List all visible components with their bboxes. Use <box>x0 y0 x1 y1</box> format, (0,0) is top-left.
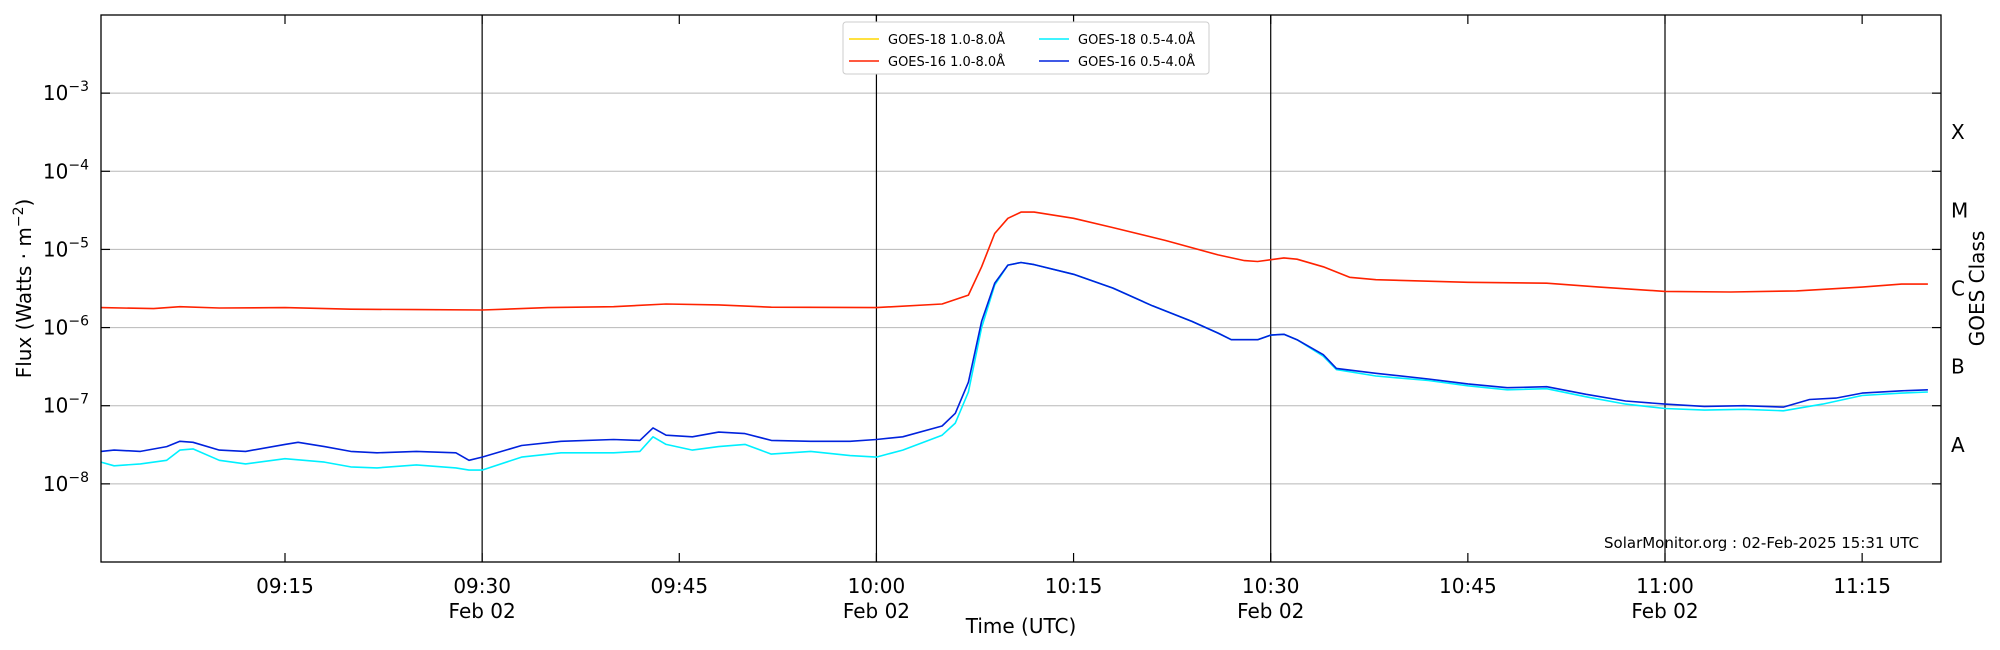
y-tick-label: 10−8 <box>43 470 89 496</box>
y-tick-base: 10 <box>43 472 68 496</box>
y-axis-title: Flux (Watts · m−2) <box>11 199 36 379</box>
series-line <box>100 261 1928 462</box>
legend-entry-label: GOES-18 0.5-4.0Å <box>1078 32 1195 48</box>
y-tick-exponent: −6 <box>68 314 89 330</box>
goes-class-label: A <box>1951 433 1965 457</box>
y-tick-base: 10 <box>43 159 68 183</box>
x-tick-date-label: Feb 02 <box>1237 599 1304 623</box>
x-tick-label: 11:00 <box>1636 574 1694 598</box>
x-axis-title: Time (UTC) <box>965 614 1077 638</box>
x-tick-label: 11:15 <box>1833 574 1891 598</box>
x-tick-label: 10:45 <box>1439 574 1497 598</box>
legend-box <box>842 21 1210 75</box>
goes-class-label: C <box>1951 277 1965 301</box>
x-tick-date-label: Feb 02 <box>843 599 910 623</box>
goes-class-label: M <box>1951 198 1968 222</box>
goes-class-axis-title: GOES Class <box>1965 231 1989 347</box>
y-tick-exponent: −7 <box>68 392 89 408</box>
legend: GOES-18 1.0-8.0Å GOES-16 1.0-8.0Å GOES-18 … <box>842 21 1210 75</box>
y-tick-label: 10−5 <box>43 235 89 261</box>
legend-entry-label: GOES-16 0.5-4.0Å <box>1078 54 1195 70</box>
credit-text: SolarMonitor.org : 02-Feb-2025 15:31 UTC <box>1604 534 1919 552</box>
x-tick-label: 09:45 <box>650 574 708 598</box>
y-tick-exponent: −5 <box>68 235 89 251</box>
x-tick-label: 10:00 <box>848 574 906 598</box>
x-tick-label: 09:30 <box>453 574 511 598</box>
y-tick-base: 10 <box>43 81 68 105</box>
y-tick-label: 10−6 <box>43 314 89 340</box>
legend-entry-label: GOES-18 1.0-8.0Å <box>888 32 1005 48</box>
plot-frame <box>100 14 1942 563</box>
y-tick-base: 10 <box>43 394 68 418</box>
y-tick-exponent: −3 <box>68 79 89 95</box>
horizontal-gridlines <box>101 92 1941 485</box>
y-tick-base: 10 <box>43 237 68 261</box>
series-line <box>100 261 1928 471</box>
y-tick-label: 10−3 <box>43 79 89 105</box>
series-lines <box>100 211 1928 471</box>
y-tick-label: 10−4 <box>43 157 89 183</box>
y-axis-title-close: ) <box>12 199 36 207</box>
y-axis-title-exponent: −2 <box>11 207 27 228</box>
goes-class-label: X <box>1951 120 1965 144</box>
goes-class-labels: A B C M X <box>1951 120 1968 457</box>
y-axis-ticks: 10−810−710−610−510−410−3 <box>43 79 1941 496</box>
y-tick-exponent: −4 <box>68 157 89 173</box>
y-tick-label: 10−7 <box>43 392 89 418</box>
y-tick-base: 10 <box>43 316 68 340</box>
x-tick-date-label: Feb 02 <box>449 599 516 623</box>
x-tick-label: 10:30 <box>1242 574 1300 598</box>
x-tick-label: 09:15 <box>256 574 314 598</box>
goes-class-label: B <box>1951 355 1965 379</box>
legend-entry-label: GOES-16 1.0-8.0Å <box>888 54 1005 70</box>
vertical-day-markers <box>481 15 1666 562</box>
x-tick-date-label: Feb 02 <box>1631 599 1698 623</box>
y-axis-title-main: Flux (Watts · m <box>12 227 36 378</box>
series-line <box>100 211 1928 311</box>
y-tick-exponent: −8 <box>68 470 89 486</box>
x-tick-label: 10:15 <box>1045 574 1103 598</box>
